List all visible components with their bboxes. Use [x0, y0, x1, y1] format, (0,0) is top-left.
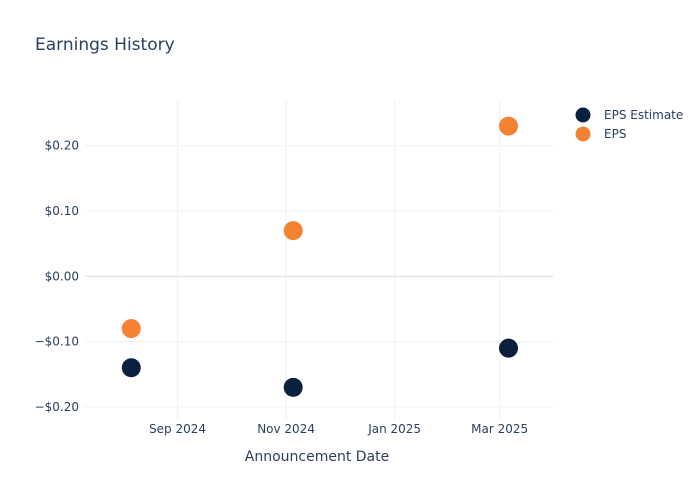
legend: EPS Estimate EPS — [575, 107, 683, 142]
eps-estimate-point[interactable] — [121, 358, 141, 378]
legend-label[interactable]: EPS — [604, 127, 626, 141]
eps-point[interactable] — [499, 116, 519, 136]
y-tick-label: $0.20 — [45, 139, 79, 153]
x-tick-label: Mar 2025 — [471, 422, 528, 436]
grid-layer — [85, 100, 553, 420]
x-tick-label: Jan 2025 — [367, 422, 421, 436]
legend-label[interactable]: EPS Estimate — [604, 108, 683, 122]
y-axis-ticks: $0.20 $0.10 $0.00 −$0.10 −$0.20 — [35, 139, 79, 414]
y-tick-label: −$0.20 — [35, 400, 79, 414]
legend-marker[interactable] — [575, 126, 591, 142]
eps-estimate-point[interactable] — [499, 338, 519, 358]
y-tick-label: $0.00 — [45, 269, 79, 283]
x-axis-title: Announcement Date — [245, 449, 389, 465]
y-tick-label: −$0.10 — [35, 335, 79, 349]
y-tick-label: $0.10 — [45, 204, 79, 218]
eps-point[interactable] — [283, 221, 303, 241]
x-axis-ticks: Sep 2024 Nov 2024 Jan 2025 Mar 2025 — [149, 422, 528, 436]
x-tick-label: Nov 2024 — [257, 422, 315, 436]
x-tick-label: Sep 2024 — [149, 422, 206, 436]
chart-title: Earnings History — [35, 35, 175, 55]
legend-marker[interactable] — [575, 107, 591, 123]
data-points — [121, 116, 519, 397]
eps-estimate-point[interactable] — [283, 377, 303, 397]
eps-point[interactable] — [121, 319, 141, 339]
